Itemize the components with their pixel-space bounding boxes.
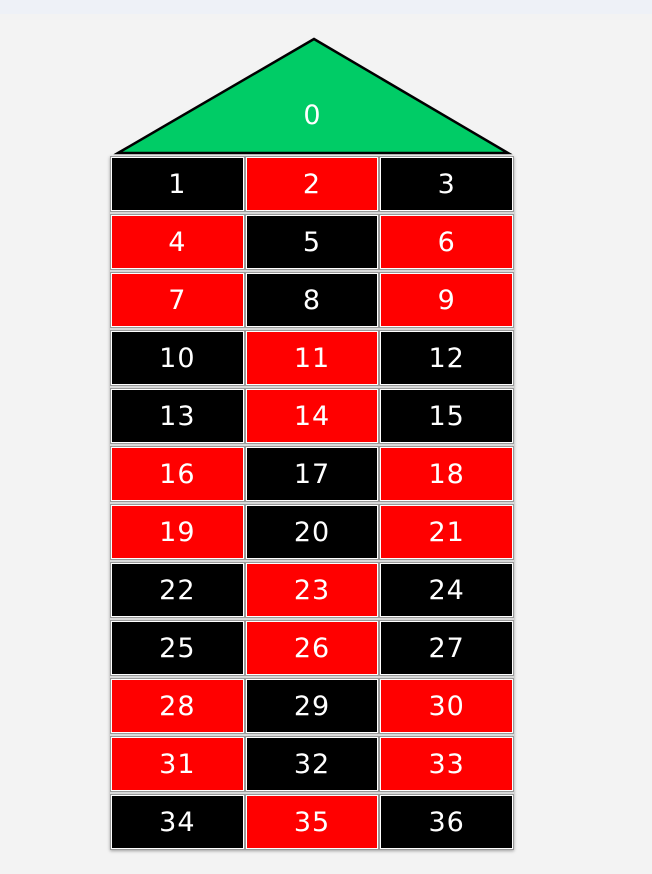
number-cell-18[interactable]: 18 [379,446,514,502]
number-cell-13[interactable]: 13 [110,388,245,444]
number-cell-17[interactable]: 17 [244,446,380,502]
number-cell-4[interactable]: 4 [110,214,245,270]
number-cell-5[interactable]: 5 [244,214,380,270]
number-cell-32[interactable]: 32 [244,736,380,792]
number-cell-30[interactable]: 30 [379,678,514,734]
number-cell-26[interactable]: 26 [244,620,380,676]
number-cell-7[interactable]: 7 [110,272,245,328]
number-cell-12[interactable]: 12 [379,330,514,386]
number-cell-15[interactable]: 15 [379,388,514,444]
number-cell-36[interactable]: 36 [379,794,514,850]
row-divider [110,734,514,736]
number-cell-6[interactable]: 6 [379,214,514,270]
row-divider [110,328,514,330]
row-divider [110,444,514,446]
row-divider [110,676,514,678]
number-cell-1[interactable]: 1 [110,156,245,212]
row-divider [110,502,514,504]
number-cell-33[interactable]: 33 [379,736,514,792]
row-divider [110,270,514,272]
number-cell-24[interactable]: 24 [379,562,514,618]
number-cell-3[interactable]: 3 [379,156,514,212]
number-cell-25[interactable]: 25 [110,620,245,676]
row-divider [110,212,514,214]
number-cell-16[interactable]: 16 [110,446,245,502]
number-cell-35[interactable]: 35 [244,794,380,850]
number-cell-28[interactable]: 28 [110,678,245,734]
number-cell-22[interactable]: 22 [110,562,245,618]
number-cell-27[interactable]: 27 [379,620,514,676]
number-cell-8[interactable]: 8 [244,272,380,328]
number-cell-34[interactable]: 34 [110,794,245,850]
number-cell-20[interactable]: 20 [244,504,380,560]
row-divider [110,792,514,794]
number-cell-21[interactable]: 21 [379,504,514,560]
zero-pocket[interactable]: 0 [110,36,514,156]
zero-triangle [113,37,513,155]
zero-triangle-shape [113,37,513,155]
row-divider [110,560,514,562]
number-cell-29[interactable]: 29 [244,678,380,734]
number-cell-10[interactable]: 10 [110,330,245,386]
top-strip [0,0,652,14]
number-cell-14[interactable]: 14 [244,388,380,444]
row-divider [110,618,514,620]
roulette-board: 0 1 2 3 4 5 6 7 8 9 10 11 12 13 14 15 16 17 18 19 20 21 22 23 2… [110,36,514,850]
number-cell-11[interactable]: 11 [244,330,380,386]
number-cell-9[interactable]: 9 [379,272,514,328]
row-divider [110,386,514,388]
number-cell-23[interactable]: 23 [244,562,380,618]
number-grid: 1 2 3 4 5 6 7 8 9 10 11 12 13 14 15 16 17 18 19 20 21 22 23 24 2… [110,156,514,850]
number-cell-19[interactable]: 19 [110,504,245,560]
number-cell-31[interactable]: 31 [110,736,245,792]
number-cell-2[interactable]: 2 [244,156,380,212]
